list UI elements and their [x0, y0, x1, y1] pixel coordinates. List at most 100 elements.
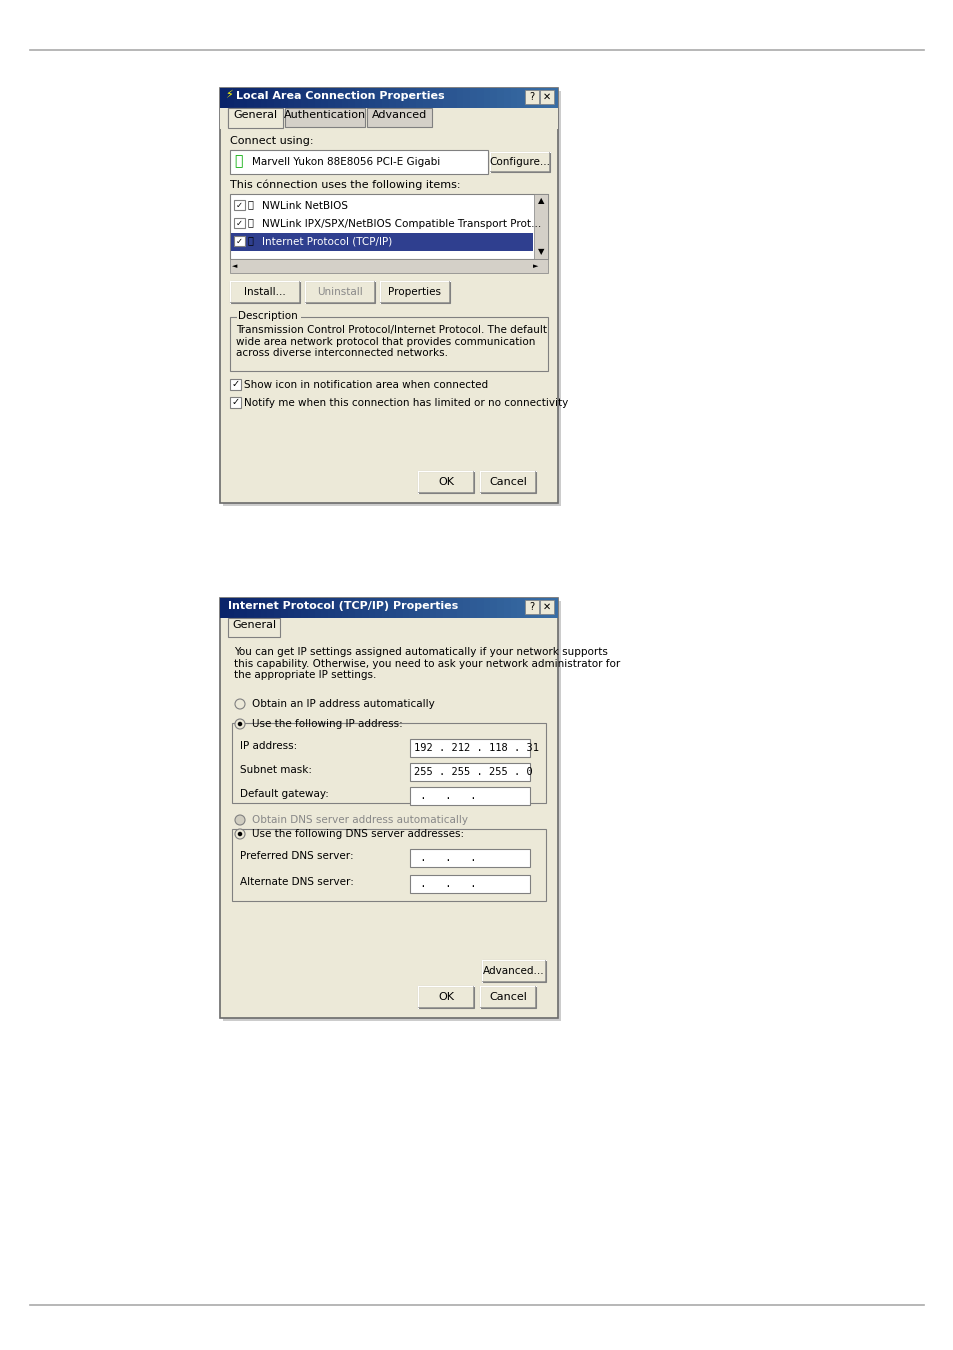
Bar — [314, 88, 321, 108]
Bar — [497, 88, 504, 108]
Bar — [328, 598, 335, 618]
Circle shape — [234, 699, 245, 709]
Text: You can get IP settings assigned automatically if your network supports
this cap: You can get IP settings assigned automat… — [233, 647, 619, 680]
Text: Obtain an IP address automatically: Obtain an IP address automatically — [252, 699, 435, 709]
Bar — [233, 217, 245, 228]
Bar — [321, 598, 329, 618]
Text: 🔌: 🔌 — [248, 217, 253, 227]
Bar — [294, 88, 301, 108]
Text: ✓: ✓ — [235, 219, 242, 228]
Bar — [456, 598, 463, 618]
Text: ?: ? — [529, 602, 534, 612]
Bar — [490, 88, 497, 108]
Text: ✓: ✓ — [235, 201, 242, 209]
Bar — [436, 598, 443, 618]
Text: Configure...: Configure... — [489, 157, 550, 167]
Bar — [314, 598, 321, 618]
Bar — [476, 88, 483, 108]
Text: Internet Protocol (TCP/IP) Properties: Internet Protocol (TCP/IP) Properties — [228, 601, 457, 612]
Text: ✕: ✕ — [542, 92, 551, 103]
Text: OK: OK — [437, 992, 454, 1002]
Text: .   .   .: . . . — [414, 879, 476, 890]
Text: Install...: Install... — [244, 288, 286, 297]
Bar — [341, 88, 349, 108]
Bar — [233, 236, 245, 246]
Bar — [301, 598, 308, 618]
Bar — [368, 88, 375, 108]
Bar — [417, 986, 474, 1008]
Bar — [395, 88, 402, 108]
Bar — [409, 598, 416, 618]
Bar — [531, 88, 537, 108]
Bar — [220, 108, 558, 130]
Text: 255 . 255 . 255 . 0: 255 . 255 . 255 . 0 — [414, 767, 532, 778]
Bar — [240, 88, 247, 108]
Circle shape — [234, 815, 245, 825]
Text: Connect using:: Connect using: — [230, 136, 314, 146]
Bar — [227, 88, 233, 108]
Bar — [402, 88, 410, 108]
Text: Transmission Control Protocol/Internet Protocol. The default
wide area network p: Transmission Control Protocol/Internet P… — [235, 325, 546, 358]
Bar — [368, 598, 375, 618]
Text: 🔌: 🔌 — [248, 235, 253, 244]
Bar — [523, 88, 531, 108]
Circle shape — [234, 720, 245, 729]
Bar — [537, 598, 544, 618]
Bar — [230, 194, 547, 259]
Bar — [551, 88, 558, 108]
Bar — [294, 598, 301, 618]
Text: ▲: ▲ — [537, 197, 543, 205]
Bar — [517, 88, 524, 108]
Text: ✕: ✕ — [542, 602, 551, 612]
Bar — [531, 598, 537, 618]
Text: 🖧: 🖧 — [233, 154, 242, 167]
Bar — [395, 598, 402, 618]
Text: Subnet mask:: Subnet mask: — [240, 765, 312, 775]
Bar — [230, 397, 241, 408]
Bar — [479, 471, 536, 493]
Bar — [220, 598, 558, 1018]
Text: Internet Protocol (TCP/IP): Internet Protocol (TCP/IP) — [262, 238, 392, 247]
Circle shape — [237, 832, 242, 836]
Text: IP address:: IP address: — [240, 741, 297, 751]
Bar — [247, 598, 254, 618]
Bar — [220, 88, 558, 108]
Bar — [308, 598, 314, 618]
Bar — [470, 598, 476, 618]
Bar — [410, 875, 530, 892]
Text: Authentication: Authentication — [284, 109, 366, 120]
Text: NWLink IPX/SPX/NetBIOS Compatible Transport Prot…: NWLink IPX/SPX/NetBIOS Compatible Transp… — [262, 219, 540, 230]
Text: Advanced...: Advanced... — [482, 967, 544, 976]
Bar — [537, 88, 544, 108]
Bar — [410, 787, 530, 805]
Text: Cancel: Cancel — [489, 992, 526, 1002]
Bar — [510, 88, 517, 108]
Text: Alternate DNS server:: Alternate DNS server: — [240, 878, 354, 887]
Bar — [230, 281, 299, 302]
Bar — [355, 88, 362, 108]
Bar — [301, 88, 308, 108]
Bar — [220, 598, 227, 618]
Bar — [355, 598, 362, 618]
Bar — [220, 88, 558, 504]
Bar — [544, 88, 551, 108]
Text: Local Area Connection Properties: Local Area Connection Properties — [235, 90, 444, 101]
Bar — [450, 88, 456, 108]
Bar — [233, 200, 245, 211]
Bar — [523, 598, 531, 618]
Text: Cancel: Cancel — [489, 477, 526, 487]
Text: .   .   .: . . . — [414, 853, 476, 863]
Bar — [524, 90, 538, 104]
Text: OK: OK — [437, 477, 454, 487]
Bar — [285, 108, 365, 127]
Bar — [267, 598, 274, 618]
Bar — [483, 598, 491, 618]
Bar — [534, 194, 547, 259]
Bar — [417, 471, 474, 493]
Bar — [416, 598, 423, 618]
Bar — [232, 829, 545, 900]
Bar — [389, 598, 395, 618]
Bar — [233, 598, 240, 618]
Bar — [410, 738, 530, 757]
Bar — [483, 88, 491, 108]
